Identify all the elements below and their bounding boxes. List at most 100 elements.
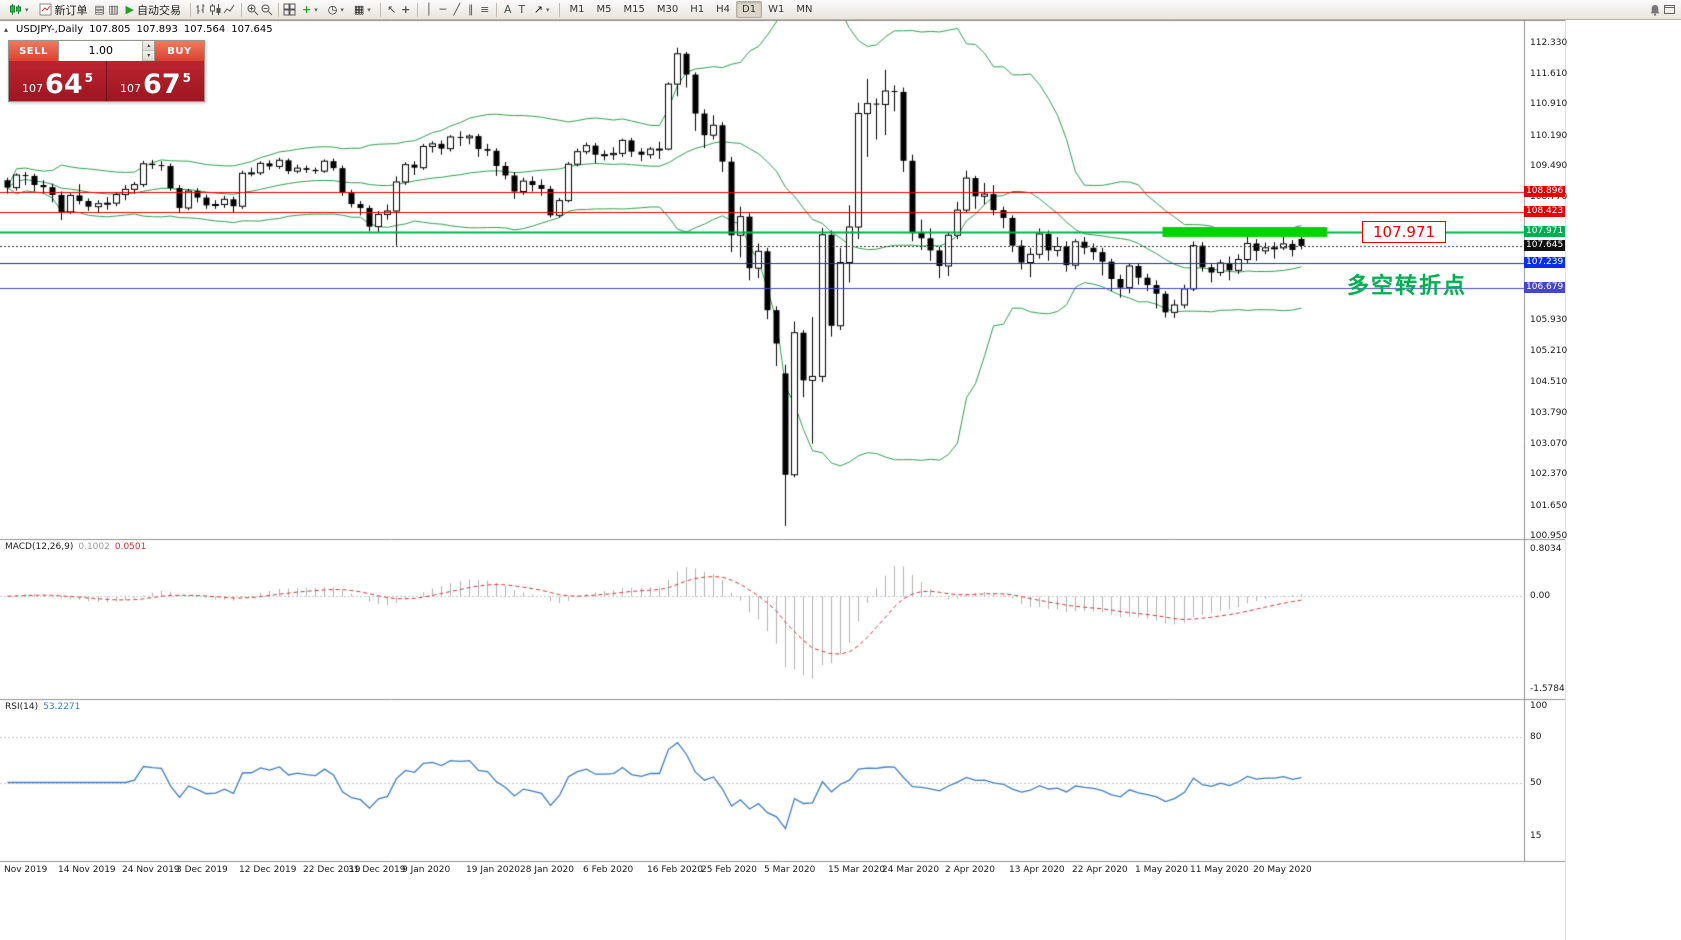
- toolbar: ▾ 新订单 ▤ ▥ ▶ 自动交易 + ▾ ◷ ▾ ▦ ▾: [0, 0, 1681, 20]
- pane-separator[interactable]: [0, 697, 1565, 701]
- time-scale-label: 13 Apr 2020: [1009, 865, 1065, 875]
- toolbar-separator: [240, 2, 242, 17]
- cursor-icon[interactable]: ↖: [387, 2, 397, 16]
- price-scale-label: 112.330: [1530, 38, 1568, 48]
- toolbar-separator: [416, 2, 418, 17]
- chevron-down-icon: ▾: [545, 5, 550, 14]
- volume-down-button[interactable]: ▾: [143, 51, 154, 61]
- autotrading-label: 自动交易: [136, 3, 181, 17]
- sell-button[interactable]: SELL: [9, 41, 58, 61]
- profiles-icon[interactable]: ▤: [94, 2, 105, 16]
- volume-input[interactable]: [59, 41, 143, 59]
- trendline-tool-icon[interactable]: ╱: [453, 2, 461, 16]
- rsi-scale-label: 50: [1530, 778, 1542, 788]
- sell-price-big: 64: [45, 69, 83, 100]
- template-icon: ▦: [353, 3, 365, 16]
- bar-chart-icon[interactable]: [195, 3, 209, 16]
- time-scale-label: 20 May 2020: [1253, 865, 1312, 875]
- volume-up-button[interactable]: ▴: [143, 41, 154, 51]
- time-scale-label: 12 Dec 2019: [239, 865, 297, 875]
- price-scale-label: 110.910: [1530, 99, 1568, 109]
- time-scale-label: 22 Apr 2020: [1072, 865, 1128, 875]
- fibonacci-tool-icon[interactable]: ≡: [480, 2, 490, 16]
- time-scale-label: 6 Feb 2020: [583, 865, 634, 875]
- time-scale-label: 11 May 2020: [1190, 865, 1249, 875]
- new-chart-icon: [10, 4, 21, 15]
- pane-separator[interactable]: [0, 537, 1565, 541]
- buy-button[interactable]: BUY: [155, 41, 204, 61]
- price-scale-label: 110.190: [1530, 131, 1568, 141]
- macd-signal-value: 0.0501: [114, 542, 147, 552]
- timeframe-w1[interactable]: W1: [768, 4, 785, 15]
- workspace-background: [1565, 20, 1681, 940]
- pane-separator[interactable]: [0, 859, 1565, 863]
- timeframe-m5[interactable]: M5: [596, 4, 612, 15]
- templates-button[interactable]: ▦ ▾: [349, 1, 376, 19]
- time-scale-label: 24 Mar 2020: [882, 865, 940, 875]
- chart-canvas[interactable]: [0, 20, 1565, 882]
- annotation-text[interactable]: 多空转折点: [1347, 274, 1468, 299]
- price-scale-label: 104.510: [1530, 377, 1568, 387]
- new-order-button[interactable]: 新订单: [34, 1, 93, 19]
- timeframe-d1[interactable]: D1: [736, 1, 763, 18]
- tile-windows-icon[interactable]: [283, 3, 297, 16]
- buy-price-pip: 5: [182, 71, 191, 85]
- chart-open: 107.805: [89, 24, 131, 35]
- buy-price[interactable]: 107 67 5: [106, 61, 204, 101]
- price-scale-label: 109.490: [1530, 161, 1568, 171]
- chart-info-line: USDJPY-,Daily 107.805 107.893 107.564 10…: [16, 24, 273, 35]
- toolbar-separator: [495, 2, 497, 17]
- macd-label: MACD(12,26,9) 0.1002 0.0501: [5, 542, 146, 552]
- crosshair-icon[interactable]: +: [401, 2, 411, 16]
- arrow-tool-icon: ↗: [533, 3, 543, 16]
- text-tool-icon[interactable]: A: [504, 2, 512, 16]
- timeframe-h1[interactable]: H1: [690, 4, 705, 15]
- windows-icon[interactable]: [1663, 3, 1677, 16]
- channel-tool-icon[interactable]: ∥: [468, 2, 474, 16]
- chart-symbol: USDJPY-,Daily: [16, 24, 84, 35]
- rsi-name: RSI(14): [5, 702, 39, 712]
- time-scale-label: 22 Dec 2019: [303, 865, 361, 875]
- time-scale[interactable]: Nov 2019 14 Nov 2019 24 Nov 2019 3 Dec 2019…: [0, 862, 1565, 880]
- time-scale-label: 24 Nov 2019: [122, 865, 180, 875]
- line-chart-icon[interactable]: [223, 3, 237, 16]
- zoom-out-icon[interactable]: [260, 3, 274, 16]
- label-tool-icon[interactable]: T: [518, 2, 526, 16]
- horizontal-line-tool-icon[interactable]: ─: [439, 2, 447, 16]
- play-icon: ▶: [125, 3, 134, 16]
- one-click-toggle[interactable]: ▴: [4, 25, 9, 34]
- price-scale-label: 101.650: [1530, 501, 1568, 511]
- timeframe-m30[interactable]: M30: [656, 4, 679, 15]
- chevron-down-icon: ▾: [367, 5, 371, 14]
- timeframe-h4[interactable]: H4: [716, 4, 730, 15]
- chart-close: 107.645: [231, 24, 273, 35]
- sell-price[interactable]: 107 64 5: [9, 61, 106, 101]
- price-scale-label: 102.370: [1530, 469, 1568, 479]
- price-callout[interactable]: 107.971: [1362, 221, 1447, 243]
- time-scale-label: 19 Jan 2020: [466, 865, 520, 875]
- timeframe-m1[interactable]: M1: [569, 4, 585, 15]
- time-scale-label: 1 May 2020: [1135, 865, 1188, 875]
- candlestick-chart-icon[interactable]: [209, 3, 223, 16]
- vertical-line-tool-icon[interactable]: │: [425, 2, 433, 16]
- macd-scale-label: 0.00: [1530, 591, 1551, 601]
- zoom-in-icon[interactable]: [246, 3, 260, 16]
- price-scale-label: 103.790: [1530, 408, 1568, 418]
- macd-scale-label: -1.5784: [1530, 684, 1565, 694]
- indicators-button[interactable]: + ▾: [297, 1, 323, 19]
- bell-icon[interactable]: [1649, 4, 1663, 16]
- autotrading-button[interactable]: ▶ 自动交易: [121, 1, 186, 19]
- periods-button[interactable]: ◷ ▾: [323, 1, 349, 19]
- time-scale-label: 5 Mar 2020: [764, 865, 816, 875]
- terminal-icon[interactable]: ▥: [108, 2, 119, 16]
- new-chart-button[interactable]: ▾: [4, 1, 34, 19]
- arrows-tool-button[interactable]: ↗ ▾: [529, 1, 555, 19]
- timeframe-mn[interactable]: MN: [796, 4, 813, 15]
- rsi-scale-label: 15: [1530, 831, 1542, 841]
- one-click-trading-panel: SELL ▴ ▾ BUY 107 64 5 107 67 5: [8, 40, 205, 102]
- timeframe-m15[interactable]: M15: [623, 4, 645, 15]
- price-scale[interactable]: 112.330 111.610 110.910 110.190 109.490 108.7…: [1524, 20, 1568, 862]
- rsi-scale-label: 80: [1530, 732, 1542, 742]
- time-scale-label: 28 Jan 2020: [520, 865, 574, 875]
